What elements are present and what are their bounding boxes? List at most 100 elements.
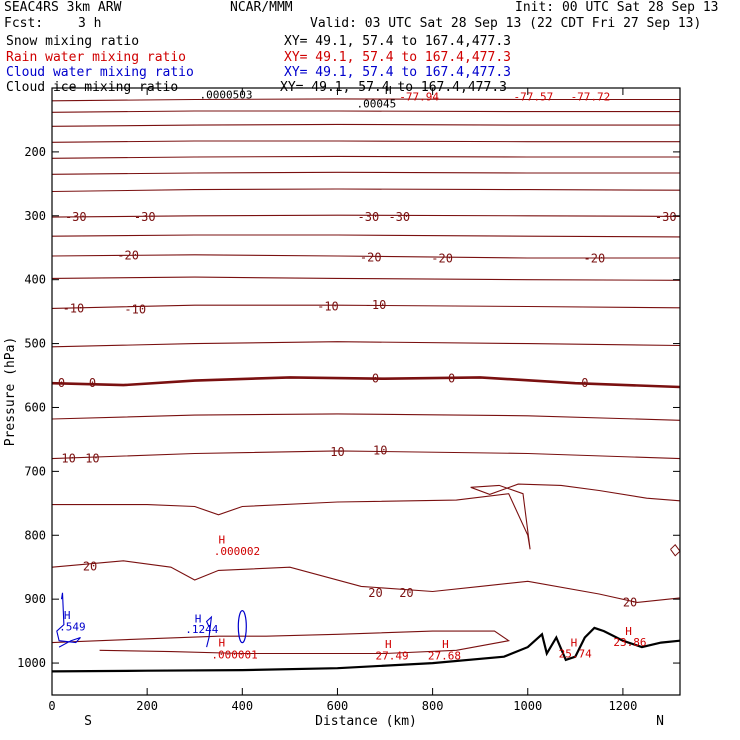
temperature-contour-4 [51, 155, 680, 159]
extremum-label-16: H [625, 625, 632, 638]
temperature-contour-2 [51, 123, 680, 127]
temperature-contour-8 [51, 234, 681, 238]
contour-label-15: 0 [372, 372, 379, 386]
cloud-water-contour-2 [205, 615, 213, 648]
south-endpoint-label: S [84, 714, 92, 729]
extremum-label-1: .00045 [356, 97, 396, 110]
extremum-label-20: H [195, 612, 202, 625]
field-rain-xy: XY= 49.1, 57.4 to 167.4,477.3 [284, 50, 511, 65]
y-tick-label-1: 300 [24, 209, 46, 223]
contour-label-4: -30 [655, 210, 677, 224]
extremum-label-0: H [385, 84, 392, 97]
extremum-label-7: .000002 [214, 545, 260, 558]
contour-label-13: 0 [58, 376, 65, 390]
x-axis-label: Distance (km) [315, 714, 417, 729]
contour-label-18: 10 [61, 452, 75, 466]
extremum-label-12: H [442, 638, 449, 651]
temperature-contour-6 [51, 188, 681, 193]
contour-label-1: -30 [134, 210, 156, 224]
contour-label-22: 20 [83, 560, 97, 574]
contour-label-8: -20 [584, 252, 606, 266]
temperature-contour-1 [51, 110, 680, 113]
contour-label-11: -10 [317, 300, 339, 314]
contour-label-21: 10 [373, 443, 387, 457]
contour-label-14: 0 [89, 376, 96, 390]
extremum-label-2: .0000503 [199, 88, 252, 101]
field-rain-name: Rain water mixing ratio [6, 50, 187, 65]
temperature-contour-15 [51, 450, 681, 460]
contour-label-23: 20 [368, 586, 382, 600]
extremum-label-5: -77.72 [571, 90, 611, 103]
x-tick-label-0: 0 [48, 699, 55, 713]
temperature-contour-18 [51, 630, 511, 655]
forecast-label: Fcst: [4, 16, 44, 31]
hydrometeor-contours [56, 544, 681, 648]
contour-label-25: 20 [623, 595, 637, 609]
temperature-contour-7 [51, 214, 681, 218]
contour-label-12: -10 [365, 298, 387, 312]
organization-label: NCAR/MMM [230, 0, 293, 15]
axes: 0 200 400 600 800 1000 12002003004005006007008… [3, 87, 681, 729]
contour-label-19: 10 [85, 452, 99, 466]
cloud-water-contour-1 [237, 610, 247, 644]
field-snow-name: Snow mixing ratio [6, 34, 140, 49]
contour-label-2: -30 [358, 210, 380, 224]
forecast-hours: 3 h [78, 16, 102, 31]
y-tick-label-8: 1000 [17, 656, 46, 670]
temperature-contour-10 [51, 276, 681, 281]
extremum-label-10: H [385, 638, 392, 651]
contour-label-5: -20 [117, 248, 139, 262]
y-tick-label-4: 600 [24, 400, 46, 414]
valid-time: Valid: 03 UTC Sat 28 Sep 13 (22 CDT Fri … [310, 16, 702, 31]
contour-label-20: 10 [330, 445, 344, 459]
contour-label-16: 0 [448, 372, 455, 386]
extremum-label-15: 25.74 [559, 647, 592, 660]
extremum-label-4: -77.57 [513, 90, 553, 103]
extremum-label-9: .000001 [211, 649, 257, 662]
y-tick-label-7: 900 [24, 592, 46, 606]
x-tick-label-2: 400 [231, 699, 253, 713]
contour-label-3: -30 [388, 210, 410, 224]
y-tick-label-6: 800 [24, 528, 46, 542]
model-title: SEAC4RS 3km ARW [4, 0, 122, 15]
contour-label-7: -20 [431, 252, 453, 266]
y-tick-label-5: 700 [24, 464, 46, 478]
init-time: Init: 00 UTC Sat 28 Sep 13 [515, 0, 719, 15]
contour-label-6: -20 [360, 250, 382, 264]
field-snow-xy: XY= 49.1, 57.4 to 167.4,477.3 [284, 34, 511, 49]
temperature-contour-17 [51, 560, 681, 603]
x-tick-label-6: 1200 [608, 699, 637, 713]
extremum-label-13: 27.68 [428, 649, 461, 662]
extremum-label-21: .1244 [185, 623, 218, 636]
y-tick-label-2: 400 [24, 273, 46, 287]
temperature-contour-13 [51, 376, 681, 389]
contour-label-17: 0 [581, 376, 588, 390]
y-axis-label: Pressure (hPa) [3, 337, 18, 447]
terrain-path [51, 626, 681, 673]
temperature-contour-9 [51, 254, 680, 259]
temperature-contour-3 [51, 140, 680, 143]
terrain-line [51, 626, 681, 673]
x-tick-label-3: 600 [327, 699, 349, 713]
cloud-water-contour-3 [56, 592, 81, 648]
extremum-label-8: H [219, 637, 226, 650]
contour-label-10: -10 [124, 303, 146, 317]
temperature-contours [51, 98, 681, 655]
temperature-contour-12 [51, 341, 681, 348]
extremum-label-19: .549 [59, 621, 86, 634]
extremum-label-11: 27.49 [376, 649, 409, 662]
contour-labels: -30 -30 -30 -30 -30 -20 -20 -20 -20 -10 -10 -10 -10 0… [58, 84, 677, 662]
extremum-label-17: 23.86 [613, 636, 646, 649]
y-tick-label-3: 500 [24, 337, 46, 351]
field-cloudwater-name: Cloud water mixing ratio [6, 65, 194, 80]
temperature-contour-14 [51, 413, 681, 421]
extremum-label-3: -77.94 [399, 90, 439, 103]
x-tick-label-5: 1000 [513, 699, 542, 713]
temperature-contour-16 [52, 483, 681, 550]
contour-label-0: -30 [65, 210, 87, 224]
contour-label-24: 20 [399, 586, 413, 600]
y-tick-label-0: 200 [24, 145, 46, 159]
extremum-label-6: H [219, 534, 226, 547]
extremum-label-14: H [571, 637, 578, 650]
